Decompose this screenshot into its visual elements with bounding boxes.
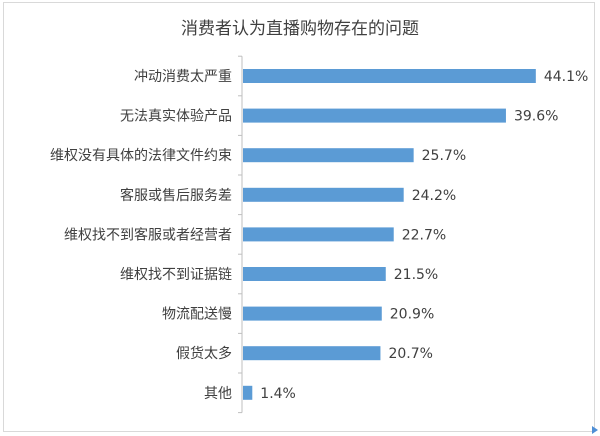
value-label: 21.5% bbox=[394, 267, 438, 283]
category-label: 假货太多 bbox=[176, 345, 232, 362]
value-label: 20.7% bbox=[388, 346, 432, 362]
bar bbox=[243, 187, 404, 202]
bar bbox=[243, 306, 382, 321]
category-label: 无法真实体验产品 bbox=[120, 109, 232, 125]
category-label: 维权找不到证据链 bbox=[120, 267, 232, 283]
bar bbox=[243, 108, 506, 123]
value-label: 1.4% bbox=[260, 386, 296, 402]
category-label: 维权找不到客服或者经营者 bbox=[64, 226, 232, 243]
category-label: 其他 bbox=[204, 386, 232, 402]
category-label: 客服或售后服务差 bbox=[120, 187, 232, 204]
category-label: 冲动消费太严重 bbox=[134, 69, 232, 85]
bar bbox=[243, 227, 394, 242]
bar bbox=[243, 385, 253, 400]
bar bbox=[243, 267, 386, 281]
value-label: 39.6% bbox=[514, 109, 558, 125]
bar bbox=[243, 346, 381, 361]
value-label: 24.2% bbox=[412, 188, 456, 204]
value-label: 22.7% bbox=[402, 227, 446, 243]
resize-corner-icon[interactable] bbox=[592, 426, 598, 434]
value-label: 25.7% bbox=[422, 148, 466, 164]
bar bbox=[243, 148, 414, 163]
category-label: 维权没有具体的法律文件约束 bbox=[50, 148, 232, 164]
bar bbox=[243, 69, 536, 83]
category-label: 物流配送慢 bbox=[162, 306, 232, 323]
value-label: 44.1% bbox=[544, 69, 588, 85]
value-label: 20.9% bbox=[390, 307, 434, 323]
chart-title: 消费者认为直播购物存在的问题 bbox=[181, 19, 419, 39]
